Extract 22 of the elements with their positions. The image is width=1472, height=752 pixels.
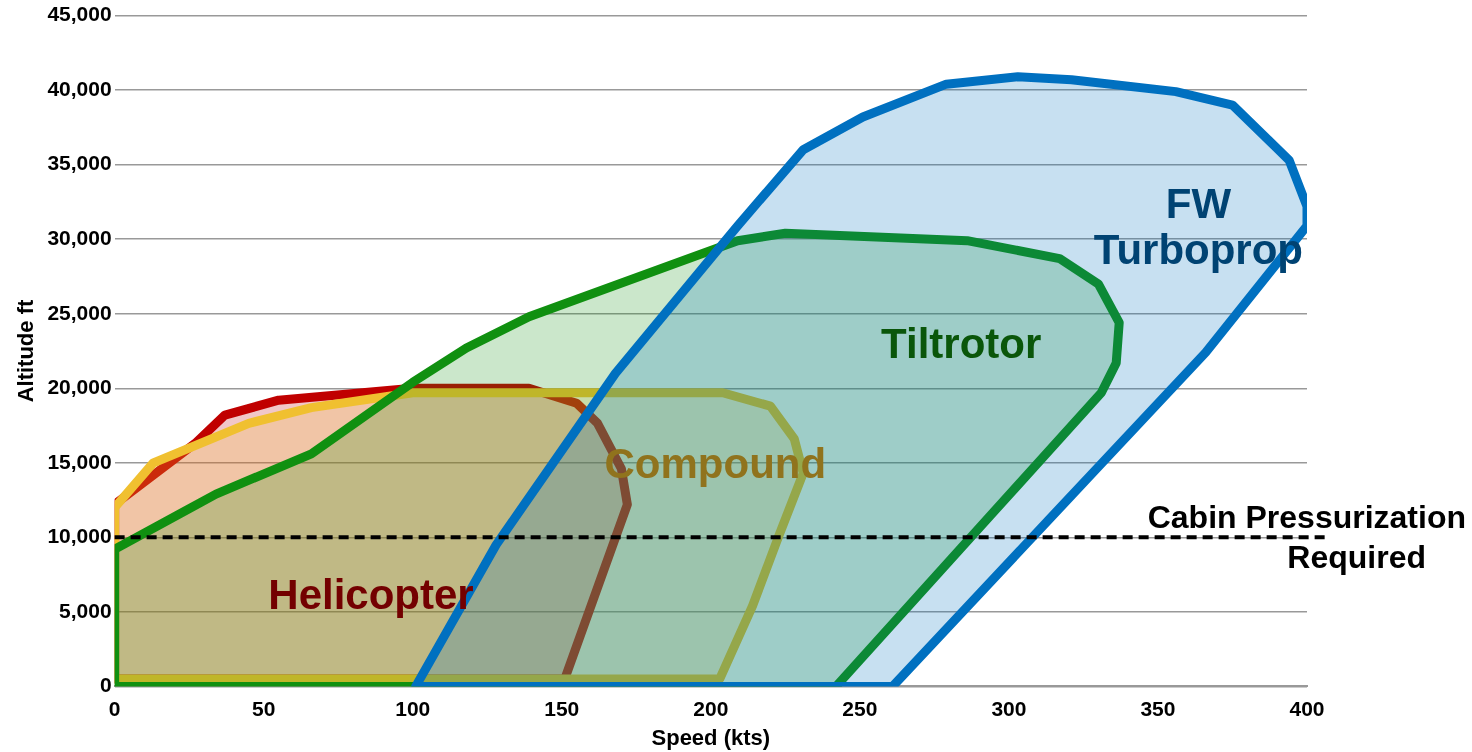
y-axis-title: Altitude ft (13, 299, 39, 403)
y-tick-label: 45,000 (47, 2, 112, 26)
x-tick-label: 100 (395, 696, 431, 720)
x-tick-label: 400 (1289, 696, 1325, 720)
y-tick-label: 10,000 (47, 524, 112, 548)
x-axis-title: Speed (kts) (651, 724, 771, 750)
x-tick-label: 250 (842, 696, 878, 720)
y-tick-label: 35,000 (47, 151, 112, 175)
x-tick-label: 200 (693, 696, 729, 720)
y-tick-label: 40,000 (47, 76, 112, 100)
x-tick-label: 50 (252, 696, 276, 720)
x-tick-label: 150 (544, 696, 580, 720)
y-tick-label: 20,000 (47, 375, 112, 399)
series-label: Tiltrotor (881, 320, 1042, 368)
y-tick-label: 5,000 (59, 598, 112, 622)
y-tick-label: 0 (99, 673, 112, 697)
ref-line-label: Cabin Pressurization Required (1147, 499, 1466, 576)
x-tick-label: 350 (1140, 696, 1176, 720)
y-tick-label: 25,000 (47, 300, 112, 324)
x-tick-label: 300 (991, 696, 1027, 720)
y-tick-label: 30,000 (47, 226, 112, 249)
y-tick-label: 15,000 (47, 449, 112, 473)
